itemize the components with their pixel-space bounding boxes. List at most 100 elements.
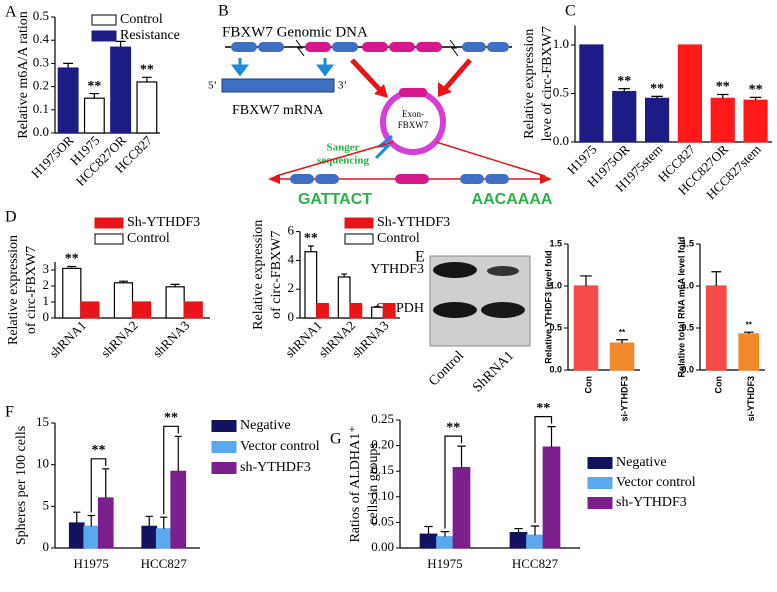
x-tick-label: Con — [583, 376, 593, 394]
arrowhead — [438, 82, 452, 97]
annotation: ** — [446, 420, 460, 435]
blot: E YTHDF3 GAPDH Control ShRNA1 — [370, 249, 531, 395]
exon — [389, 42, 415, 52]
legend-label: Control — [120, 12, 163, 27]
error-bar — [118, 280, 128, 283]
bar — [436, 536, 454, 549]
annotation: ** — [650, 82, 664, 97]
red-line — [275, 141, 546, 177]
bar — [62, 267, 82, 319]
bar — [743, 99, 768, 143]
mrna-bar — [221, 78, 335, 93]
exon — [258, 42, 284, 52]
y-axis-label: of circ-FBXW7 — [24, 246, 39, 334]
panel-label: C — [565, 3, 576, 20]
error-bar — [73, 511, 81, 523]
bar — [612, 90, 637, 143]
panel-label: E — [415, 249, 425, 266]
y-tick-label: 1.0 — [681, 280, 694, 290]
annotation: ** — [304, 231, 318, 246]
error-bar — [457, 445, 466, 468]
sanger-label: Sanger — [327, 142, 360, 154]
exon — [487, 42, 509, 52]
error-bar — [717, 93, 729, 99]
chart: 0.0 0.5 1.0 1.5 Relative YTHDF3 level fold Co… — [543, 238, 640, 422]
legend-label: sh-YTHDF3 — [616, 495, 687, 510]
y-tick-label: 0 — [288, 309, 295, 324]
bar — [165, 286, 185, 319]
band — [433, 262, 477, 278]
exon-label: Exon- — [402, 109, 424, 119]
bar — [509, 532, 528, 549]
exon — [362, 42, 388, 52]
exon — [332, 42, 358, 52]
bar — [526, 534, 544, 549]
error-bar — [307, 245, 314, 252]
bar — [80, 301, 100, 319]
chart: F 0 5 10 15 Spheres per 100 cells H1975 ** HCC82… — [5, 404, 320, 571]
y-tick-label: 5 — [43, 497, 50, 512]
error-bar — [651, 95, 663, 99]
blot-row: YTHDF3 — [370, 262, 424, 277]
bar — [83, 97, 105, 134]
y-tick-label: 0.5 — [33, 8, 49, 23]
y-tick-label: 1 — [43, 293, 50, 308]
x-tick-label: shRNA1 — [46, 318, 89, 361]
bar — [304, 251, 318, 319]
error-bar — [530, 525, 540, 536]
x-tick-label: HCC827 — [512, 556, 559, 571]
legend-label: Resistance — [120, 28, 180, 43]
arrow — [231, 58, 334, 77]
legend-label: Control — [377, 231, 420, 246]
error-bar — [63, 62, 74, 69]
sequence: AACAAAA — [472, 191, 553, 208]
bar — [110, 46, 132, 134]
y-tick-label: 0.10 — [371, 488, 394, 503]
band — [433, 302, 477, 318]
band — [481, 302, 525, 318]
legend-label: Control — [127, 231, 170, 246]
x-tick-label: shRNA3 — [150, 318, 193, 361]
mrna-3: 3’ — [338, 80, 347, 92]
annotation: ** — [87, 79, 101, 94]
x-tick-label: shRNA3 — [349, 318, 392, 361]
panel-label: A — [5, 4, 17, 21]
error-bar — [514, 527, 523, 533]
error-bar — [145, 515, 153, 527]
break — [449, 39, 459, 57]
x-tick-label: si-YTHDF3 — [619, 376, 629, 422]
bar — [710, 97, 735, 143]
exon — [315, 174, 339, 184]
bar — [316, 303, 329, 319]
y-tick-label: 6 — [288, 223, 295, 238]
error-bar — [580, 275, 592, 286]
exon — [485, 174, 509, 184]
bar — [113, 282, 134, 319]
arrowhead — [374, 84, 388, 98]
bar — [371, 306, 384, 319]
bar — [57, 67, 79, 134]
x-tick-label: H1975 — [427, 556, 462, 571]
bracket — [444, 435, 463, 529]
sanger-label: sequencing — [317, 155, 369, 167]
y-tick-label: 0 — [43, 309, 50, 324]
y-tick-label: 2 — [43, 277, 50, 292]
error-bar — [374, 305, 381, 308]
annotation: ** — [140, 63, 154, 78]
error-bar — [547, 426, 556, 448]
y-tick-label: 0.0 — [553, 133, 569, 148]
y-tick-label: 10 — [36, 456, 49, 471]
y-tick-label: 0 — [43, 539, 50, 554]
y-axis-label: Spheres per 100 cells — [14, 426, 29, 545]
bar — [136, 81, 158, 134]
mrna-5: 5’ — [208, 80, 217, 92]
y-tick-label: 0.0 — [681, 364, 694, 374]
mrna-label: FBXW7 mRNA — [232, 103, 324, 118]
legend-label: Vector control — [240, 439, 320, 454]
y-tick-label: 0.3 — [33, 54, 49, 69]
bar — [452, 467, 471, 549]
legend-swatch — [344, 233, 374, 245]
exon — [305, 42, 331, 52]
